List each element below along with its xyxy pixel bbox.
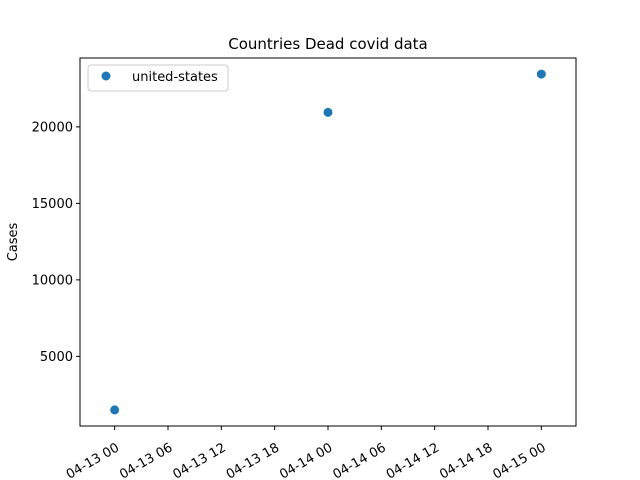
x-tick-label: 04-14 06	[331, 440, 389, 480]
legend: united-states	[87, 64, 229, 92]
y-tick-label: 10000	[32, 273, 73, 288]
data-point	[323, 107, 333, 117]
y-tick-label: 20000	[32, 120, 73, 135]
y-axis-label: Cases	[6, 222, 21, 261]
x-tick-label: 04-13 06	[117, 440, 175, 480]
chart-title: Countries Dead covid data	[228, 35, 428, 53]
y-tick-label: 15000	[32, 197, 73, 212]
data-point	[110, 405, 120, 415]
x-tick-label: 04-14 00	[277, 440, 335, 480]
x-tick-label: 04-13 00	[64, 440, 122, 480]
plot-frame	[79, 57, 577, 427]
legend-marker	[101, 71, 111, 81]
x-tick-label: 04-15 00	[491, 440, 549, 480]
data-points	[110, 69, 546, 415]
x-tick-label: 04-13 12	[171, 440, 229, 480]
x-tick-label: 04-14 18	[437, 440, 495, 480]
x-tick-label: 04-13 18	[224, 440, 282, 480]
y-tick-label: 5000	[40, 350, 73, 365]
legend-label-united-states: united-states	[132, 70, 218, 85]
legend-box	[87, 64, 229, 92]
y-axis-ticks: 5000 10000 15000 20000	[32, 120, 80, 365]
data-point	[536, 69, 546, 79]
x-tick-label: 04-14 12	[384, 440, 442, 480]
